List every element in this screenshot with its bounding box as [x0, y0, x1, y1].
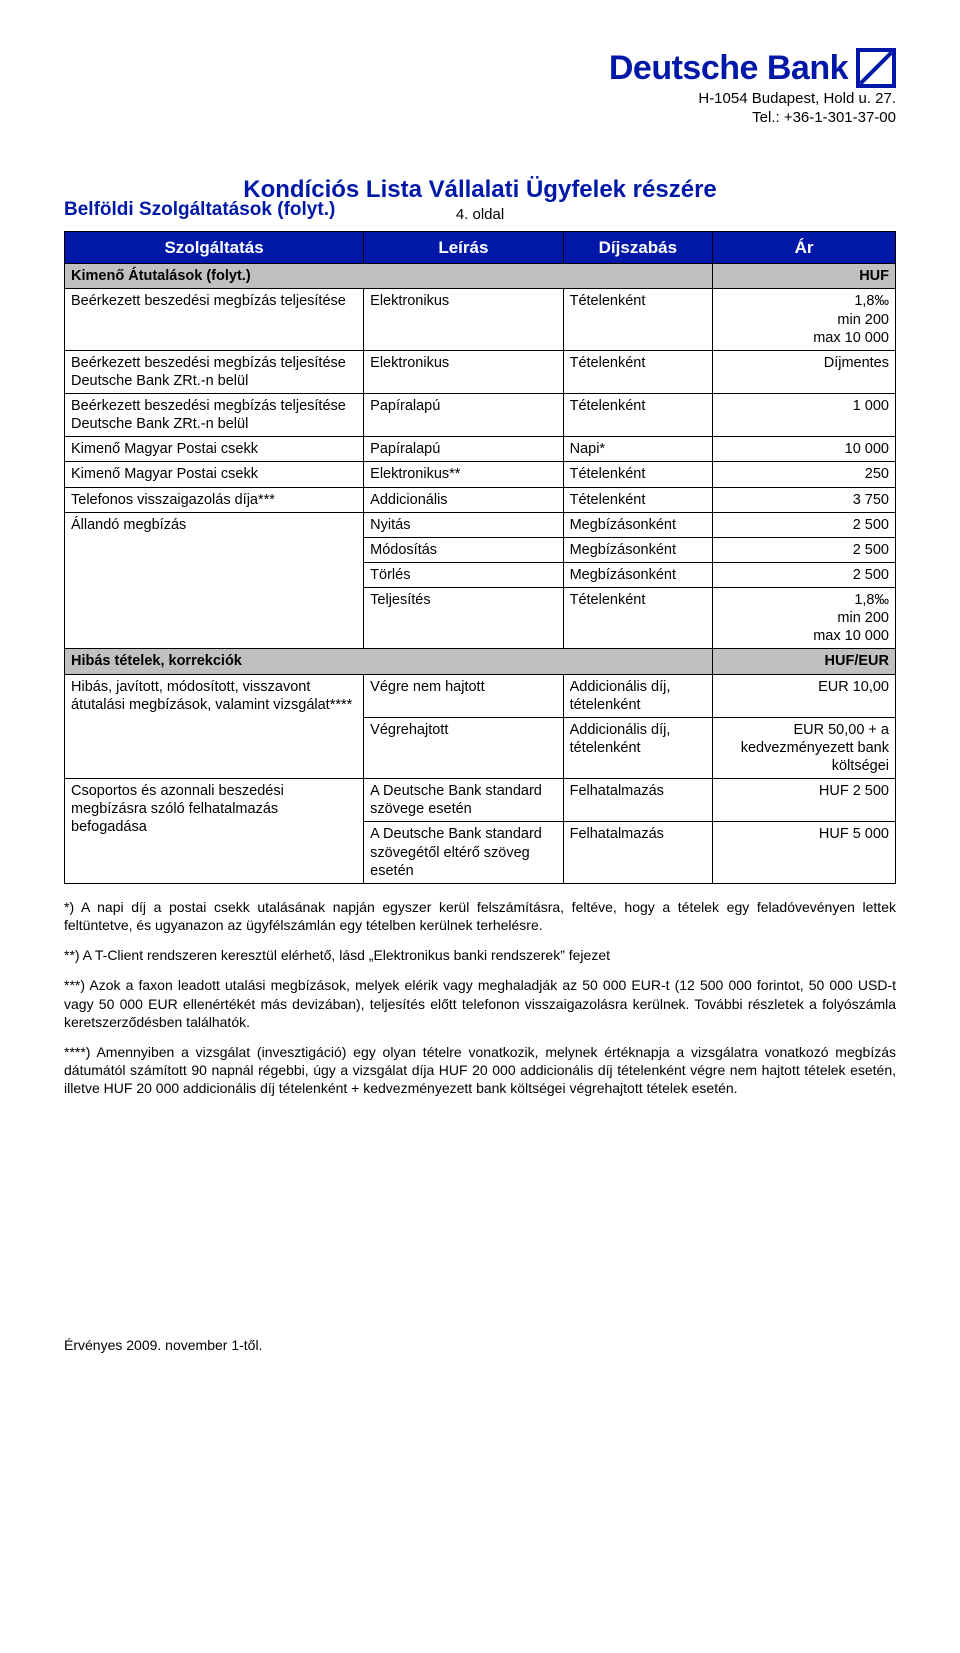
cell: Díjmentes — [713, 350, 896, 393]
cell: 2 500 — [713, 537, 896, 562]
cell: A Deutsche Bank standard szövegétől elté… — [364, 822, 563, 883]
footnote: *) A napi díj a postai csekk utalásának … — [64, 898, 896, 934]
cell: 2 500 — [713, 512, 896, 537]
cell: Módosítás — [364, 537, 563, 562]
cell: Állandó megbízás — [65, 512, 364, 649]
footnote: **) A T-Client rendszeren keresztül elér… — [64, 946, 896, 964]
cell: Nyitás — [364, 512, 563, 537]
logo-row: Deutsche Bank — [609, 48, 896, 88]
cell: Beérkezett beszedési megbízás teljesítés… — [65, 350, 364, 393]
subsection-label: Kimenő Átutalások (folyt.) — [65, 264, 713, 289]
cell: A Deutsche Bank standard szövege esetén — [364, 779, 563, 822]
address-line-2: Tel.: +36-1-301-37-00 — [609, 109, 896, 126]
table-row: Hibás, javított, módosított, visszavont … — [65, 674, 896, 717]
table-row: Telefonos visszaigazolás díja*** Addicio… — [65, 487, 896, 512]
subsection-label: Hibás tételek, korrekciók — [65, 649, 713, 674]
table-row: Beérkezett beszedési megbízás teljesítés… — [65, 350, 896, 393]
table-header-row: Szolgáltatás Leírás Díjszabás Ár — [65, 232, 896, 264]
cell: Beérkezett beszedési megbízás teljesítés… — [65, 394, 364, 437]
cell: HUF 5 000 — [713, 822, 896, 883]
cell: Végrehajtott — [364, 717, 563, 778]
col-service: Szolgáltatás — [65, 232, 364, 264]
table-row: Állandó megbízás Nyitás Megbízásonként 2… — [65, 512, 896, 537]
cell: Elektronikus** — [364, 462, 563, 487]
bank-logo-text: Deutsche Bank — [609, 49, 848, 88]
col-price: Ár — [713, 232, 896, 264]
footnotes: *) A napi díj a postai csekk utalásának … — [64, 898, 896, 1098]
cell: 1,8‰min 200max 10 000 — [713, 289, 896, 350]
table-row: Kimenő Magyar Postai csekk Papíralapú Na… — [65, 437, 896, 462]
cell: 1,8‰min 200max 10 000 — [713, 588, 896, 649]
cell: Elektronikus — [364, 350, 563, 393]
cell: Addicionális díj, tételenként — [563, 717, 713, 778]
logo-slash-icon — [859, 51, 893, 85]
subsection-currency: HUF/EUR — [713, 649, 896, 674]
subsection-row: Hibás tételek, korrekciók HUF/EUR — [65, 649, 896, 674]
cell: Telefonos visszaigazolás díja*** — [65, 487, 364, 512]
cell: Tételenként — [563, 289, 713, 350]
effective-date: Érvényes 2009. november 1-től. — [64, 1337, 896, 1353]
cell: Csoportos és azonnali beszedési megbízás… — [65, 779, 364, 884]
cell: Megbízásonként — [563, 537, 713, 562]
footnote: ****) Amennyiben a vizsgálat (invesztigá… — [64, 1043, 896, 1098]
col-desc: Leírás — [364, 232, 563, 264]
table-row: Beérkezett beszedési megbízás teljesítés… — [65, 289, 896, 350]
cell: Kimenő Magyar Postai csekk — [65, 437, 364, 462]
table-row: Csoportos és azonnali beszedési megbízás… — [65, 779, 896, 822]
table-row: Beérkezett beszedési megbízás teljesítés… — [65, 394, 896, 437]
cell: Papíralapú — [364, 437, 563, 462]
cell: Hibás, javított, módosított, visszavont … — [65, 674, 364, 779]
cell: EUR 50,00 + a kedvezményezett bank költs… — [713, 717, 896, 778]
cell: 2 500 — [713, 562, 896, 587]
cell: Tételenként — [563, 462, 713, 487]
cell: EUR 10,00 — [713, 674, 896, 717]
pricing-table: Szolgáltatás Leírás Díjszabás Ár Kimenő … — [64, 231, 896, 884]
cell: Törlés — [364, 562, 563, 587]
cell: Felhatalmazás — [563, 822, 713, 883]
logo-block: Deutsche Bank H-1054 Budapest, Hold u. 2… — [609, 48, 896, 126]
cell: Felhatalmazás — [563, 779, 713, 822]
cell: 3 750 — [713, 487, 896, 512]
cell: Megbízásonként — [563, 512, 713, 537]
cell: Kimenő Magyar Postai csekk — [65, 462, 364, 487]
cell: Addicionális díj, tételenként — [563, 674, 713, 717]
cell: Papíralapú — [364, 394, 563, 437]
address-line-1: H-1054 Budapest, Hold u. 27. — [609, 90, 896, 107]
cell: 1 000 — [713, 394, 896, 437]
cell: 250 — [713, 462, 896, 487]
header: Deutsche Bank H-1054 Budapest, Hold u. 2… — [64, 48, 896, 168]
table-row: Kimenő Magyar Postai csekk Elektronikus*… — [65, 462, 896, 487]
cell: 10 000 — [713, 437, 896, 462]
cell: Végre nem hajtott — [364, 674, 563, 717]
subsection-row: Kimenő Átutalások (folyt.) HUF — [65, 264, 896, 289]
cell: Tételenként — [563, 350, 713, 393]
cell: Megbízásonként — [563, 562, 713, 587]
col-fee: Díjszabás — [563, 232, 713, 264]
cell: Napi* — [563, 437, 713, 462]
subsection-currency: HUF — [713, 264, 896, 289]
bank-logo-icon — [856, 48, 896, 88]
cell: HUF 2 500 — [713, 779, 896, 822]
cell: Tételenként — [563, 588, 713, 649]
cell: Elektronikus — [364, 289, 563, 350]
cell: Teljesítés — [364, 588, 563, 649]
cell: Tételenként — [563, 394, 713, 437]
document-page: Deutsche Bank H-1054 Budapest, Hold u. 2… — [0, 0, 960, 1401]
footnote: ***) Azok a faxon leadott utalási megbíz… — [64, 976, 896, 1031]
cell: Addicionális — [364, 487, 563, 512]
cell: Tételenként — [563, 487, 713, 512]
cell: Beérkezett beszedési megbízás teljesítés… — [65, 289, 364, 350]
